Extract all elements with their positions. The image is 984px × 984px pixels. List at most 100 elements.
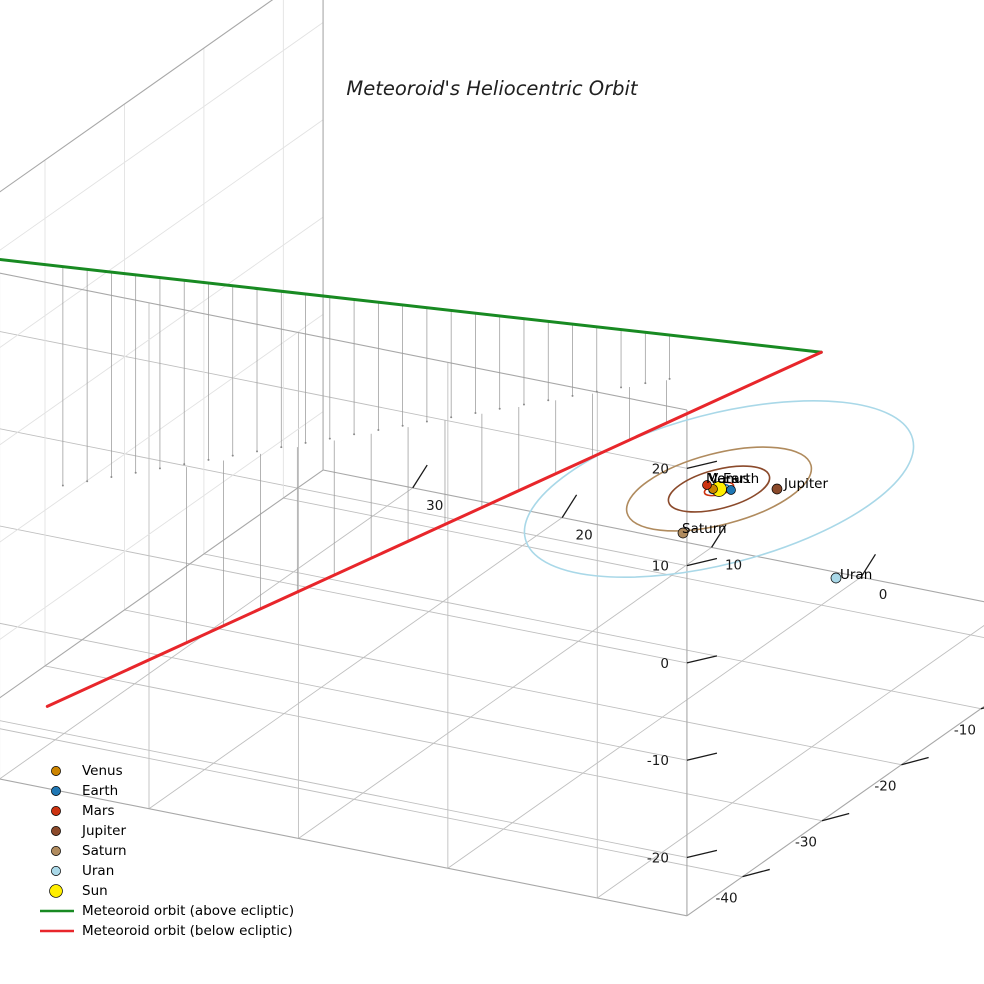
orbit-ellipse-uran	[523, 399, 915, 579]
dropline-foot	[231, 454, 234, 457]
grid-line-back-wall	[0, 216, 324, 446]
legend: Venus Earth Mars Jupiter Saturn Uran Sun Meteor…	[40, 763, 294, 939]
dropline-foot	[498, 407, 501, 410]
y-tick-mark	[561, 494, 578, 518]
z-tick-label: 20	[652, 461, 669, 477]
z-tick-label: 10	[652, 559, 669, 575]
y-tick-label: 20	[576, 528, 593, 544]
x-tick-label: -30	[795, 835, 817, 851]
grid-line-floor	[597, 624, 984, 899]
dropline-foot	[280, 446, 283, 449]
dropline-foot	[450, 416, 453, 419]
legend-label-venus[interactable]: Venus	[82, 763, 123, 779]
dropline-foot	[547, 399, 550, 402]
axes-gridlines	[0, 0, 984, 899]
legend-circle-marker-icon-saturn	[51, 846, 61, 856]
legend-label-mars[interactable]: Mars	[82, 803, 115, 819]
x-tick-label: -20	[874, 779, 896, 795]
x-tick-mark	[821, 812, 850, 822]
y-tick-mark	[711, 524, 727, 548]
body-marker-earth[interactable]	[726, 485, 736, 495]
dropline-foot	[474, 411, 477, 414]
grid-line-floor	[298, 547, 712, 839]
dropline-foot	[425, 420, 428, 423]
body-marker-mars[interactable]	[702, 480, 712, 490]
z-tick-mark	[686, 752, 718, 761]
z-tick-mark	[686, 849, 718, 859]
dropline-foot	[183, 463, 186, 466]
spine-top-back	[0, 0, 274, 193]
grid-line-back-wall	[0, 22, 324, 251]
grid-line-left-wall	[0, 622, 688, 761]
dropline-foot	[571, 394, 574, 397]
legend-label-uran[interactable]: Uran	[82, 863, 114, 879]
legend-sun-marker-icon-sun	[49, 884, 63, 898]
z-tick-mark	[686, 557, 718, 567]
x-tick-label: -10	[954, 723, 976, 739]
spine-back-bottom	[0, 469, 324, 699]
dropline-foot	[595, 390, 598, 393]
orbit-ellipse-saturn	[625, 446, 813, 532]
trajectory-above-ecliptic	[0, 258, 823, 354]
annotation-jupiter: Jupiter	[783, 476, 828, 492]
y-tick-label: 10	[725, 557, 742, 573]
grid-line-left-wall	[0, 331, 688, 469]
legend-label-meteoroid-orbit-above-ecliptic[interactable]: Meteoroid orbit (above ecliptic)	[82, 903, 294, 919]
orbit-ellipse-jupiter	[667, 465, 771, 513]
dropline-foot	[522, 403, 525, 406]
dropline-foot	[134, 471, 137, 474]
spine-top-left	[0, 272, 688, 411]
celestial-body-markers	[677, 480, 842, 584]
dropline-foot	[668, 377, 671, 380]
dropline-foot	[304, 441, 307, 444]
annotation-earth: Earth	[723, 471, 759, 487]
y-tick-mark	[860, 553, 876, 578]
dropline-foot	[644, 382, 647, 385]
grid-line-floor	[148, 517, 563, 810]
dropline-foot	[401, 424, 404, 427]
body-marker-saturn[interactable]	[677, 527, 689, 539]
y-tick-label: 30	[426, 498, 443, 514]
legend-label-jupiter[interactable]: Jupiter	[81, 823, 126, 839]
grid-line-floor	[447, 576, 862, 869]
annotation-uran: Uran	[840, 567, 872, 583]
legend-label-saturn[interactable]: Saturn	[82, 843, 127, 859]
body-marker-uran[interactable]	[830, 572, 842, 584]
legend-circle-marker-icon-uran	[51, 866, 61, 876]
z-tick-mark	[686, 655, 718, 664]
trajectory-below-ecliptic	[45, 350, 823, 708]
z-tick-label: -10	[647, 753, 669, 769]
grid-line-back-wall	[0, 314, 324, 543]
x-tick-mark	[742, 868, 770, 878]
legend-label-meteoroid-orbit-below-ecliptic[interactable]: Meteoroid orbit (below ecliptic)	[82, 923, 293, 939]
legend-circle-marker-icon-jupiter	[51, 826, 61, 836]
annotation-saturn: Saturn	[682, 521, 727, 537]
annotation-venus: Venus	[709, 471, 750, 487]
page-title: Meteoroid's Heliocentric Orbit	[346, 77, 639, 100]
dropline-foot	[110, 475, 113, 478]
legend-circle-marker-icon-venus	[51, 766, 61, 776]
dropline-foot	[207, 458, 210, 461]
z-tick-label: 0	[660, 656, 669, 672]
dropline-foot	[377, 429, 380, 432]
y-tick-label: 0	[879, 587, 888, 603]
x-tick-mark	[901, 756, 929, 766]
spine-left-bottom	[0, 778, 688, 917]
spine-x-bottom	[686, 705, 984, 917]
dropline-foot	[256, 450, 259, 453]
dropline-foot	[328, 437, 331, 440]
grid-line-back-wall	[0, 119, 324, 348]
legend-circle-marker-icon-mars	[51, 806, 61, 816]
dropline-foot	[353, 433, 356, 436]
meteoroid-trajectory	[0, 258, 823, 708]
x-tick-label: -40	[716, 891, 738, 907]
dropline-stems	[61, 266, 671, 643]
dropline-foot	[86, 480, 89, 483]
body-marker-jupiter[interactable]	[771, 483, 783, 495]
annotation-mars: Mars	[706, 471, 739, 487]
legend-label-earth[interactable]: Earth	[82, 783, 118, 799]
legend-label-sun[interactable]: Sun	[82, 883, 108, 899]
